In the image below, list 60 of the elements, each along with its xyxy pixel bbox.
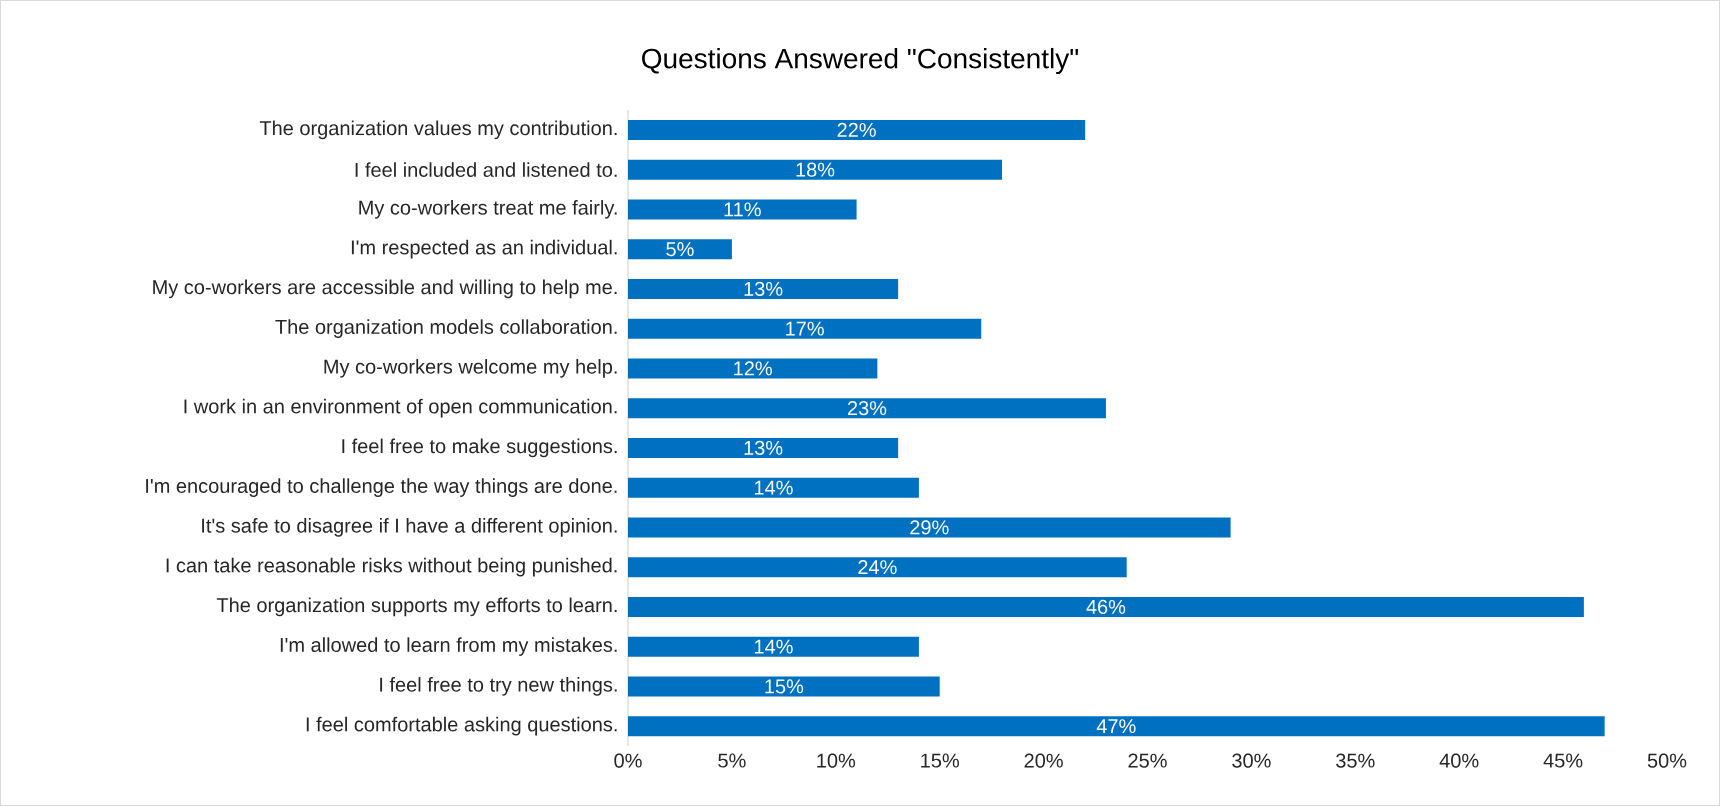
bar [628,199,857,220]
data-label: 11% [724,202,761,217]
chart-title: Questions Answered "Consistently" [642,47,1079,75]
bar [628,477,919,498]
data-label: 29% [910,520,949,535]
data-label: 14% [754,480,793,495]
bar [628,398,1106,419]
y-tick-label: The organization supports my efforts to learn. [216,597,617,617]
y-tick-label: I'm allowed to learn from my mistakes. [280,637,617,656]
data-label: 13% [744,281,783,296]
y-tick-label: I feel included and listened to. [355,162,617,177]
y-tick-label: I work in an environment of open communication. [184,398,617,418]
y-tick-label: I feel comfortable asking questions. [306,716,617,736]
y-tick-label: I'm encouraged to challenge the way things are done. [146,478,617,497]
bar [628,636,919,657]
bar [628,159,1003,180]
data-label: 24% [858,560,897,575]
x-tick-label: 20% [1024,753,1063,768]
y-tick-label: My co-workers treat me fairly. [359,200,617,219]
x-tick-label: 25% [1128,753,1167,768]
data-label: 15% [765,679,804,694]
x-tick-label: 40% [1439,753,1479,768]
y-tick-label: I feel free to make suggestions. [342,438,617,458]
data-label: 46% [1086,599,1126,614]
y-tick-label: I can take reasonable risks without being punished. [166,557,617,577]
bar [628,676,940,697]
y-tick-label: The organization models collaboration. [275,319,617,338]
data-label: 12% [734,361,772,376]
x-tick-label: 10% [817,753,856,768]
data-label: 13% [744,440,783,455]
bar [628,119,1086,140]
bar [628,716,1605,737]
data-label: 47% [1096,719,1136,734]
y-tick-label: My co-workers welcome my help. [324,359,617,378]
data-label: 23% [847,401,887,416]
y-tick-label: It's safe to disagree if I have a different opinion. [202,518,617,537]
bar [628,358,878,379]
x-tick-label: 50% [1647,753,1687,768]
bar [628,517,1231,538]
bar [628,596,1584,617]
bar [628,437,899,458]
data-label: 22% [837,122,876,137]
x-tick-label: 0% [614,753,642,768]
y-tick-label: I'm respected as an individual. [351,239,617,259]
y-tick-label: I feel free to try new things. [380,677,617,696]
x-tick-label: 30% [1232,753,1271,768]
y-tick-label: My co-workers are accessible and willing to help me. [153,279,617,299]
x-tick-label: 5% [718,753,746,768]
bar [628,557,1127,578]
x-tick-label: 35% [1336,753,1375,768]
bar [628,278,899,299]
data-label: 17% [786,321,824,336]
bar [628,318,982,339]
data-label: 5% [666,242,694,257]
x-tick-label: 15% [921,753,959,768]
data-label: 18% [796,162,835,177]
data-label: 14% [754,639,793,654]
bar [628,239,732,260]
y-tick-label: The organization values my contribution. [259,120,617,140]
x-tick-label: 45% [1543,753,1583,768]
